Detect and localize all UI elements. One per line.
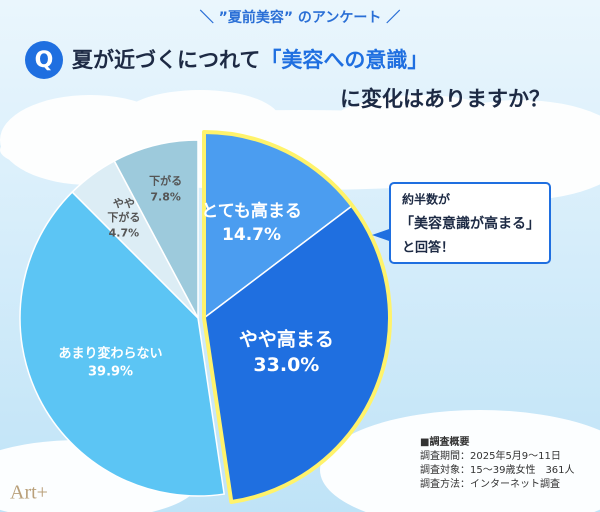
pie: とても高まる 14.7% やや高まる 33.0% あまり変わらない 39.9% やや下がる 4… xyxy=(19,130,392,504)
callout-text: と回答！ xyxy=(402,240,454,256)
header: ＼ ”夏前美容” のアンケート ／ xyxy=(200,9,400,26)
value-label: 33.0% xyxy=(253,354,319,376)
callout-pointer xyxy=(372,228,392,242)
logo: Art+ xyxy=(10,482,48,504)
value-label: 14.7% xyxy=(222,225,281,245)
slice-label: とても高まる xyxy=(201,201,302,222)
slice-label: 下がる xyxy=(149,174,182,188)
note: 調査対象：15～39歳女性 361人 xyxy=(420,463,575,476)
note: 調査方法：インターネット調査 xyxy=(420,477,560,490)
q-mark: Q xyxy=(35,48,54,73)
question-part: 夏が近づくにつれて xyxy=(72,48,260,72)
pie-slice xyxy=(113,139,199,319)
pie-slice xyxy=(19,190,226,497)
slice-label: あまり変わらない xyxy=(59,345,163,361)
value-label: 39.9% xyxy=(88,365,133,380)
question: に変化はありますか？ xyxy=(340,87,550,111)
q-badge xyxy=(25,41,63,79)
slice-label: やや下がる xyxy=(107,197,140,224)
value-label: 7.8% xyxy=(150,190,181,203)
callout-box xyxy=(389,182,551,264)
question: 夏が近づくにつれて「美容への意識」 xyxy=(72,48,428,72)
callout-text: 約半数が xyxy=(402,192,450,207)
callout-text: 「美容意識が高まる」 xyxy=(400,215,540,232)
question-highlight: 「美容への意識」 xyxy=(260,48,428,72)
note: ■調査概要 xyxy=(420,435,469,448)
note: 調査期間：2025年5月9～11日 xyxy=(420,449,561,462)
highlight-outline xyxy=(202,130,392,504)
value-label: 4.7% xyxy=(109,227,140,240)
slice-label: やや高まる xyxy=(239,327,334,350)
